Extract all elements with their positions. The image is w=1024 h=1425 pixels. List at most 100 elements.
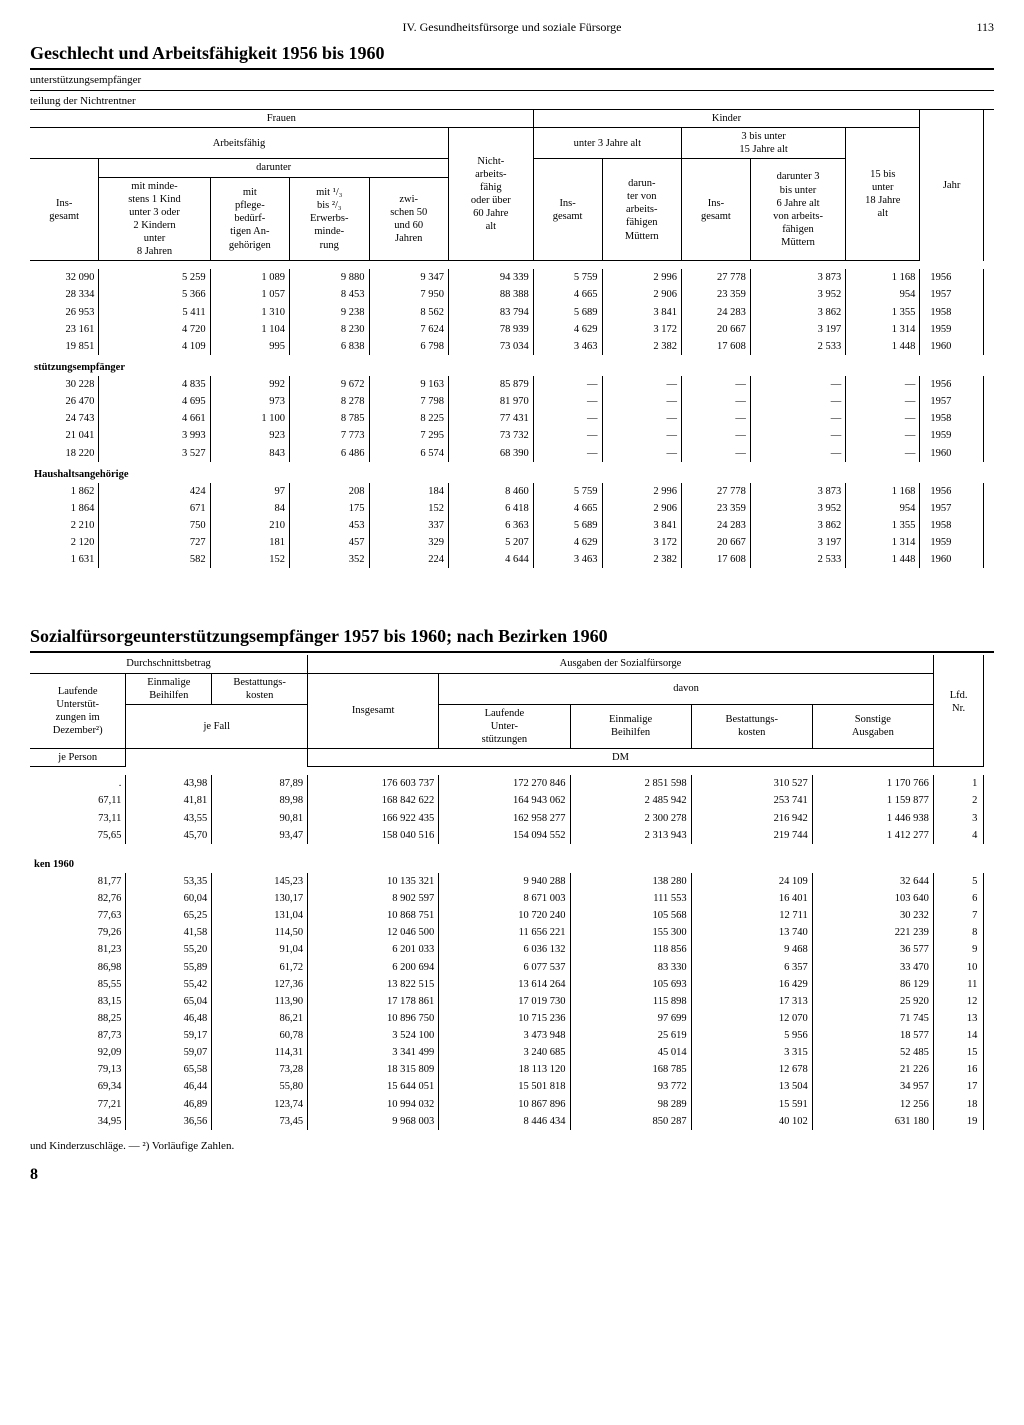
- cell: 1 864: [30, 500, 99, 517]
- cell: 992: [210, 376, 289, 393]
- cell: 18 220: [30, 445, 99, 462]
- cell: —: [533, 393, 602, 410]
- th2-d4: Sonstige Ausgaben: [812, 704, 933, 748]
- cell: 4 109: [99, 338, 210, 355]
- table-row: 79,2641,58114,5012 046 50011 656 221155 …: [30, 924, 994, 941]
- cell: 1 089: [210, 269, 289, 286]
- th2-durch: Durchschnittsbetrag: [30, 655, 308, 673]
- cell: 83 794: [448, 304, 533, 321]
- cell: 8 785: [290, 410, 369, 427]
- cell: 216 942: [691, 810, 812, 827]
- cell: 4 665: [533, 500, 602, 517]
- cell: 4 661: [99, 410, 210, 427]
- cell: 14: [933, 1027, 983, 1044]
- cell: 2 906: [602, 500, 681, 517]
- cell: 3 463: [533, 338, 602, 355]
- cell: 105 568: [570, 907, 691, 924]
- cell: 73 034: [448, 338, 533, 355]
- cell: 8 278: [290, 393, 369, 410]
- cell: 2 533: [750, 551, 845, 568]
- table-row: 77,6365,25131,0410 868 75110 720 240105 …: [30, 907, 994, 924]
- cell: 7 798: [369, 393, 448, 410]
- cell: 65,25: [126, 907, 212, 924]
- cell: 1 168: [846, 483, 920, 500]
- cell: —: [846, 376, 920, 393]
- cell: 2 996: [602, 269, 681, 286]
- cell: 85,55: [30, 976, 126, 993]
- cell: 2 382: [602, 551, 681, 568]
- cell: 5 759: [533, 269, 602, 286]
- cell: 65,04: [126, 993, 212, 1010]
- cell: 1957: [920, 286, 984, 303]
- cell: 97: [210, 483, 289, 500]
- cell: 85 879: [448, 376, 533, 393]
- cell: 28 334: [30, 286, 99, 303]
- cell: 12 711: [691, 907, 812, 924]
- cell: 81,77: [30, 873, 126, 890]
- cell: 87,89: [212, 775, 308, 792]
- cell: 7 950: [369, 286, 448, 303]
- cell: 3 841: [602, 304, 681, 321]
- cell: 10 994 032: [308, 1096, 439, 1113]
- cell: 175: [290, 500, 369, 517]
- cell: 5 759: [533, 483, 602, 500]
- cell: 81 970: [448, 393, 533, 410]
- cell: 1 446 938: [812, 810, 933, 827]
- cell: 12 678: [691, 1061, 812, 1078]
- th2-ausg: Ausgaben der Sozialfürsorge: [308, 655, 934, 673]
- cell: 6 357: [691, 959, 812, 976]
- cell: 111 553: [570, 890, 691, 907]
- cell: 12 070: [691, 1010, 812, 1027]
- cell: 13 822 515: [308, 976, 439, 993]
- cell: 41,81: [126, 792, 212, 809]
- cell: 86,98: [30, 959, 126, 976]
- table-row: 26 4704 6959738 2787 79881 970—————1957: [30, 393, 994, 410]
- table-row: 1 862424972081848 4605 7592 99627 7783 8…: [30, 483, 994, 500]
- cell: .: [30, 775, 126, 792]
- cell: 138 280: [570, 873, 691, 890]
- cell: —: [533, 376, 602, 393]
- table-row: 23 1614 7201 1048 2307 62478 9394 6293 1…: [30, 321, 994, 338]
- footnote: und Kinderzuschläge. — ²) Vorläufige Zah…: [30, 1140, 994, 1152]
- table-row: 34,9536,5673,459 968 0038 446 434850 287…: [30, 1113, 994, 1130]
- cell: 45 014: [570, 1044, 691, 1061]
- cell: 1 104: [210, 321, 289, 338]
- cell: 60,04: [126, 890, 212, 907]
- table-row: 69,3446,4455,8015 644 05115 501 81893 77…: [30, 1078, 994, 1095]
- cell: 23 359: [682, 286, 751, 303]
- cell: 1 314: [846, 321, 920, 338]
- cell: 4 665: [533, 286, 602, 303]
- cell: 27 778: [682, 483, 751, 500]
- cell: 750: [99, 517, 210, 534]
- cell: 3 873: [750, 269, 845, 286]
- cell: 12 046 500: [308, 924, 439, 941]
- cell: 17 313: [691, 993, 812, 1010]
- cell: 3 473 948: [439, 1027, 570, 1044]
- cell: 2 313 943: [570, 827, 691, 844]
- cell: 113,90: [212, 993, 308, 1010]
- cell: 6 201 033: [308, 941, 439, 958]
- table-row: .43,9887,89176 603 737172 270 8462 851 5…: [30, 775, 994, 792]
- cell: 46,89: [126, 1096, 212, 1113]
- cell: 6: [933, 890, 983, 907]
- cell: 5 259: [99, 269, 210, 286]
- cell: 3 527: [99, 445, 210, 462]
- cell: 16: [933, 1061, 983, 1078]
- cell: 2 300 278: [570, 810, 691, 827]
- cell: 17 178 861: [308, 993, 439, 1010]
- cell: 55,42: [126, 976, 212, 993]
- cell: 310 527: [691, 775, 812, 792]
- cell: 3 841: [602, 517, 681, 534]
- cell: 9 672: [290, 376, 369, 393]
- cell: 77,63: [30, 907, 126, 924]
- table1-title: Geschlecht und Arbeitsfähigkeit 1956 bis…: [30, 43, 994, 64]
- cell: 32 644: [812, 873, 933, 890]
- cell: 114,31: [212, 1044, 308, 1061]
- cell: 89,98: [212, 792, 308, 809]
- cell: 5: [933, 873, 983, 890]
- cell: 83,15: [30, 993, 126, 1010]
- th-kdar1: darun- ter von arbeits- fähigen Müttern: [602, 159, 681, 261]
- cell: 23 161: [30, 321, 99, 338]
- cell: 2 851 598: [570, 775, 691, 792]
- cell: 208: [290, 483, 369, 500]
